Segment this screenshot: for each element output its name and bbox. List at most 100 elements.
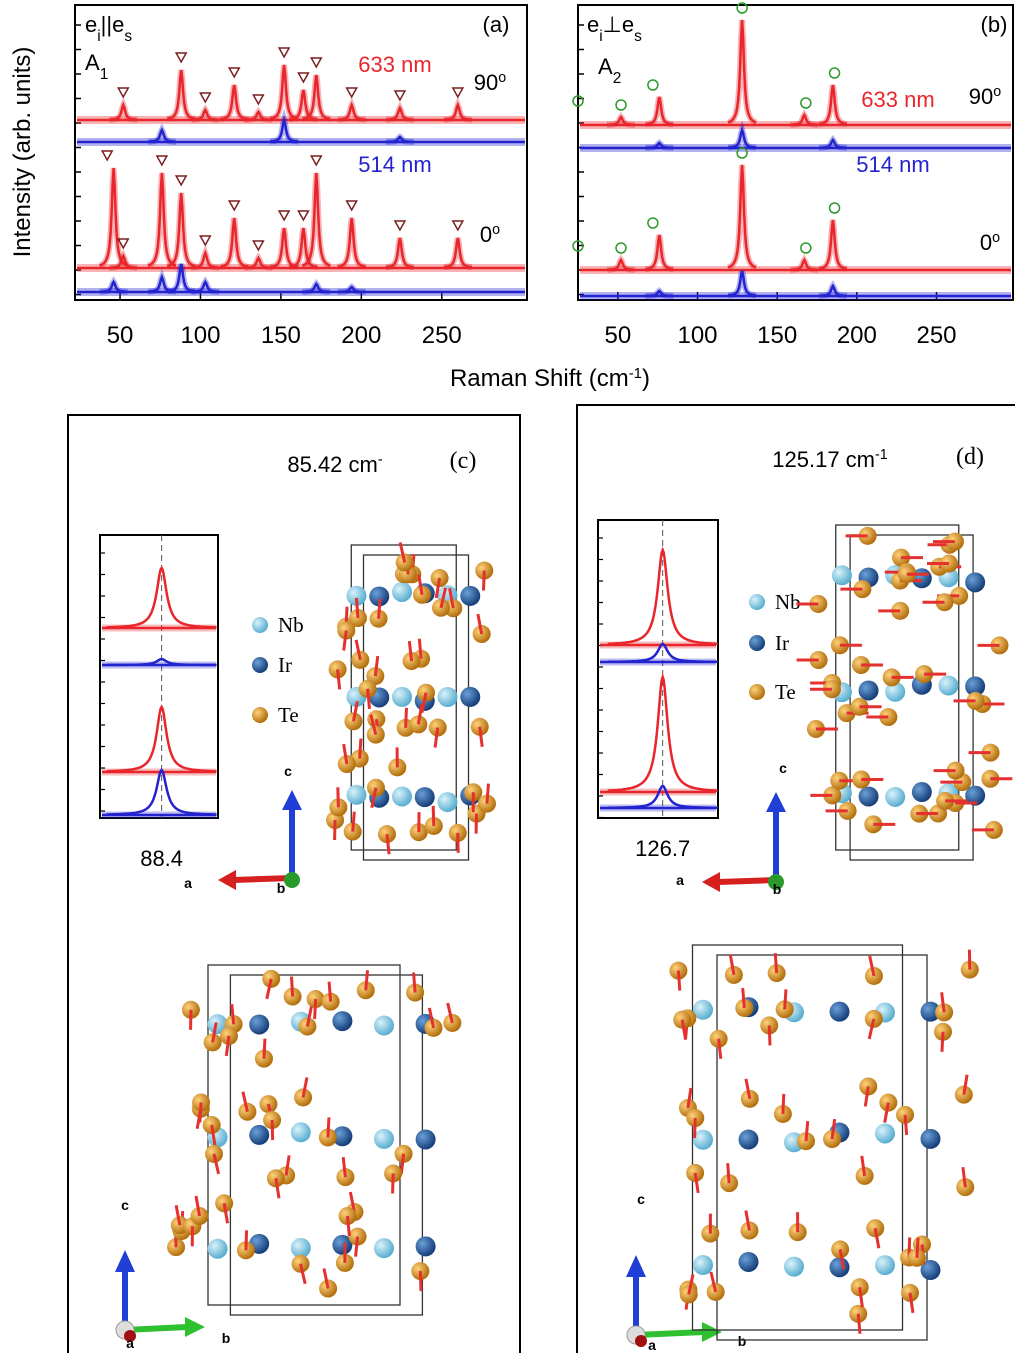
- peak-marker: [347, 201, 357, 210]
- axis-arrow-b: [636, 1332, 704, 1335]
- displacement-arrow: [483, 571, 484, 591]
- polarization-label-part: e: [112, 12, 124, 37]
- displacement-arrow: [719, 1039, 721, 1059]
- axis-label: b: [738, 1333, 747, 1349]
- metal-atom: [374, 1129, 394, 1149]
- axis-head-c: [766, 792, 786, 812]
- legend-label: Nb: [775, 590, 801, 614]
- axis-arrow-a: [718, 880, 776, 882]
- displacement-arrow: [806, 1121, 808, 1141]
- peak-marker: [200, 93, 210, 102]
- x-tick-label: 250: [916, 322, 956, 349]
- displacement-arrow: [785, 989, 786, 1009]
- metal-atom: [460, 586, 480, 606]
- peak-marker: [311, 156, 321, 165]
- metal-atom: [859, 786, 879, 806]
- metal-atom: [291, 1122, 311, 1142]
- displacement-arrow: [368, 689, 370, 709]
- peak-marker: [830, 203, 840, 213]
- angle-label-part: 0: [480, 222, 492, 247]
- metal-atom: [416, 1236, 436, 1256]
- metal-atom: [939, 676, 959, 696]
- displacement-arrow: [272, 1120, 273, 1140]
- displacement-arrow: [393, 1173, 394, 1193]
- panel-label: (d): [956, 444, 984, 470]
- x-tick-label: 100: [180, 322, 220, 349]
- displacement-arrow: [942, 1032, 943, 1052]
- peak-marker: [298, 73, 308, 82]
- mode-label: A2: [598, 54, 621, 87]
- displacement-arrow: [728, 1163, 729, 1183]
- polarization-label-part: ||: [101, 12, 112, 37]
- metal-atom: [392, 582, 412, 602]
- x-tick-label: 200: [837, 322, 877, 349]
- peak-marker: [229, 68, 239, 77]
- metal-atom: [965, 572, 985, 592]
- displacement-arrow: [433, 806, 434, 826]
- frequency-label-part: -: [378, 452, 383, 468]
- displacement-arrow: [695, 1118, 696, 1138]
- displacement-arrow: [905, 1115, 907, 1135]
- displacement-arrow: [743, 988, 745, 1008]
- legend-label: Nb: [278, 613, 304, 637]
- x-tick-label: 150: [757, 322, 797, 349]
- displacement-arrow: [414, 973, 416, 993]
- mode-label-part: 2: [613, 70, 622, 87]
- peak-marker: [157, 156, 167, 165]
- polarization-label-part: s: [124, 28, 132, 45]
- x-tick-label: 50: [604, 322, 631, 349]
- peak-marker: [395, 221, 405, 230]
- series-label: 633 nm: [861, 87, 934, 112]
- legend-label: Te: [278, 703, 299, 727]
- axis-origin: [284, 872, 300, 888]
- peak-marker: [453, 88, 463, 97]
- peak-marker: [279, 48, 289, 57]
- displacement-arrow: [348, 1216, 350, 1236]
- x-tick-label: 100: [677, 322, 717, 349]
- polarization-label-part: e: [85, 12, 97, 37]
- panel-label: (a): [483, 12, 510, 37]
- peak-marker: [253, 95, 263, 104]
- peak-marker: [347, 88, 357, 97]
- displacement-arrow: [264, 1039, 265, 1059]
- frequency-label-part: 125.17 cm: [772, 447, 875, 472]
- axis-head-c: [626, 1255, 646, 1277]
- crystal-structure: [669, 945, 978, 1340]
- x-tick-label: 126.7: [635, 836, 690, 861]
- axis-label: c: [779, 760, 787, 776]
- displacement-arrow: [328, 1117, 329, 1137]
- mode-label-part: A: [85, 50, 100, 75]
- metal-atom: [912, 782, 932, 802]
- displacement-arrow: [353, 812, 355, 832]
- angle-label-part: 0: [980, 230, 992, 255]
- mode-label-part: A: [598, 54, 613, 79]
- angle-label-part: o: [498, 70, 506, 86]
- axis-label: a: [184, 875, 192, 891]
- x-axis-label: Raman Shift (cm-1): [450, 365, 650, 393]
- peak-marker: [648, 218, 658, 228]
- x-tick-label: 200: [341, 322, 381, 349]
- metal-atom: [875, 1123, 895, 1143]
- crystal-structure: [167, 965, 461, 1315]
- series-label: 514 nm: [856, 152, 929, 177]
- axis-label: c: [121, 1197, 129, 1213]
- angle-label-part: o: [992, 230, 1000, 246]
- peak-marker: [801, 98, 811, 108]
- frequency-label-part: 85.42 cm: [287, 452, 378, 477]
- frequency-label-part: -1: [875, 447, 888, 463]
- y-axis-label: Intensity (arb. units): [9, 47, 36, 258]
- legend-swatch: [749, 684, 765, 700]
- angle-label: 0o: [480, 222, 500, 247]
- axis-head-a: [702, 872, 720, 892]
- polarization-label-part: s: [634, 28, 642, 45]
- axis-head-c: [115, 1250, 135, 1272]
- metal-atom: [208, 1239, 228, 1259]
- frequency-label: 125.17 cm-1: [772, 447, 887, 472]
- polarization-label: ei⊥es: [587, 12, 642, 45]
- crystal-structure: [796, 525, 1012, 860]
- displacement-arrow: [356, 1237, 358, 1257]
- legend-label: Te: [775, 680, 796, 704]
- legend-swatch: [252, 617, 268, 633]
- peak-marker: [616, 100, 626, 110]
